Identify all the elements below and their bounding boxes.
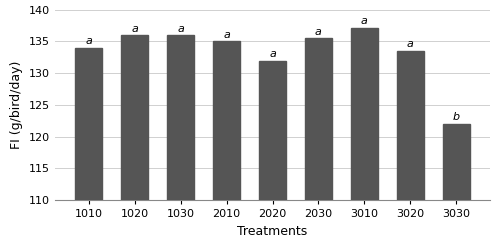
Bar <box>258 61 286 244</box>
Text: b: b <box>453 112 460 122</box>
Text: a: a <box>223 30 230 40</box>
Bar <box>212 41 240 244</box>
Text: a: a <box>407 40 414 50</box>
Y-axis label: FI (g/bird/day): FI (g/bird/day) <box>10 61 24 149</box>
Text: a: a <box>315 27 322 37</box>
Text: a: a <box>269 49 276 59</box>
Bar <box>166 35 194 244</box>
Bar <box>350 28 378 244</box>
Bar <box>396 51 424 244</box>
Text: a: a <box>85 36 92 46</box>
Bar <box>304 38 332 244</box>
Text: a: a <box>131 24 138 34</box>
Text: a: a <box>361 16 368 26</box>
Bar <box>442 124 470 244</box>
Bar <box>121 35 148 244</box>
Bar <box>75 48 102 244</box>
Text: a: a <box>177 24 184 34</box>
X-axis label: Treatments: Treatments <box>238 225 308 238</box>
